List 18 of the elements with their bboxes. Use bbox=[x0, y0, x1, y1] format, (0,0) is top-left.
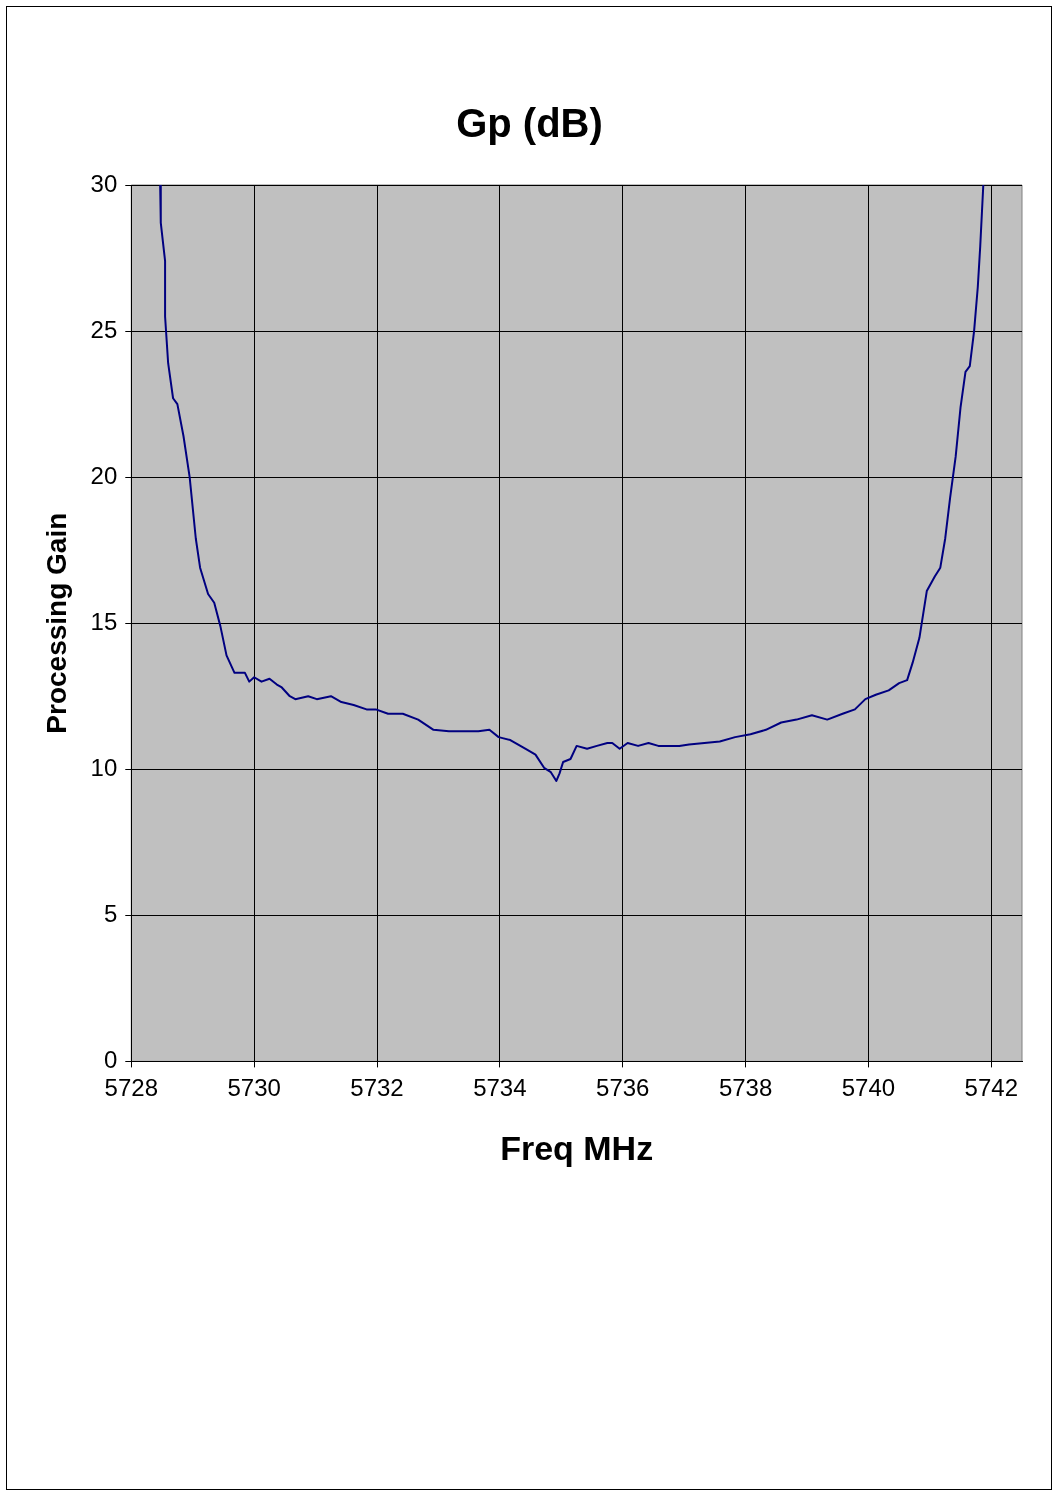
y-tick-label: 0 bbox=[103, 1046, 118, 1074]
y-tick-label: 5 bbox=[103, 899, 118, 927]
x-tick-label: 5728 bbox=[104, 1074, 158, 1102]
x-tick-label: 5734 bbox=[473, 1074, 527, 1102]
chart-title: Gp (dB) bbox=[456, 101, 603, 146]
x-axis-title: Freq MHz bbox=[500, 1128, 654, 1167]
y-tick-label: 30 bbox=[90, 169, 118, 197]
x-tick-label: 5740 bbox=[841, 1074, 896, 1102]
y-axis-title: Processing Gain bbox=[40, 512, 72, 734]
x-tick-label: 5742 bbox=[964, 1074, 1018, 1102]
y-tick-label: 25 bbox=[90, 315, 118, 343]
y-tick-label: 15 bbox=[90, 607, 118, 635]
y-tick-label: 20 bbox=[90, 461, 118, 489]
x-tick-label: 5730 bbox=[227, 1074, 281, 1102]
x-tick-label: 5732 bbox=[350, 1074, 404, 1102]
y-tick-label: 10 bbox=[90, 753, 118, 781]
x-tick-label: 5738 bbox=[718, 1074, 773, 1102]
x-tick-label: 5736 bbox=[596, 1074, 650, 1102]
